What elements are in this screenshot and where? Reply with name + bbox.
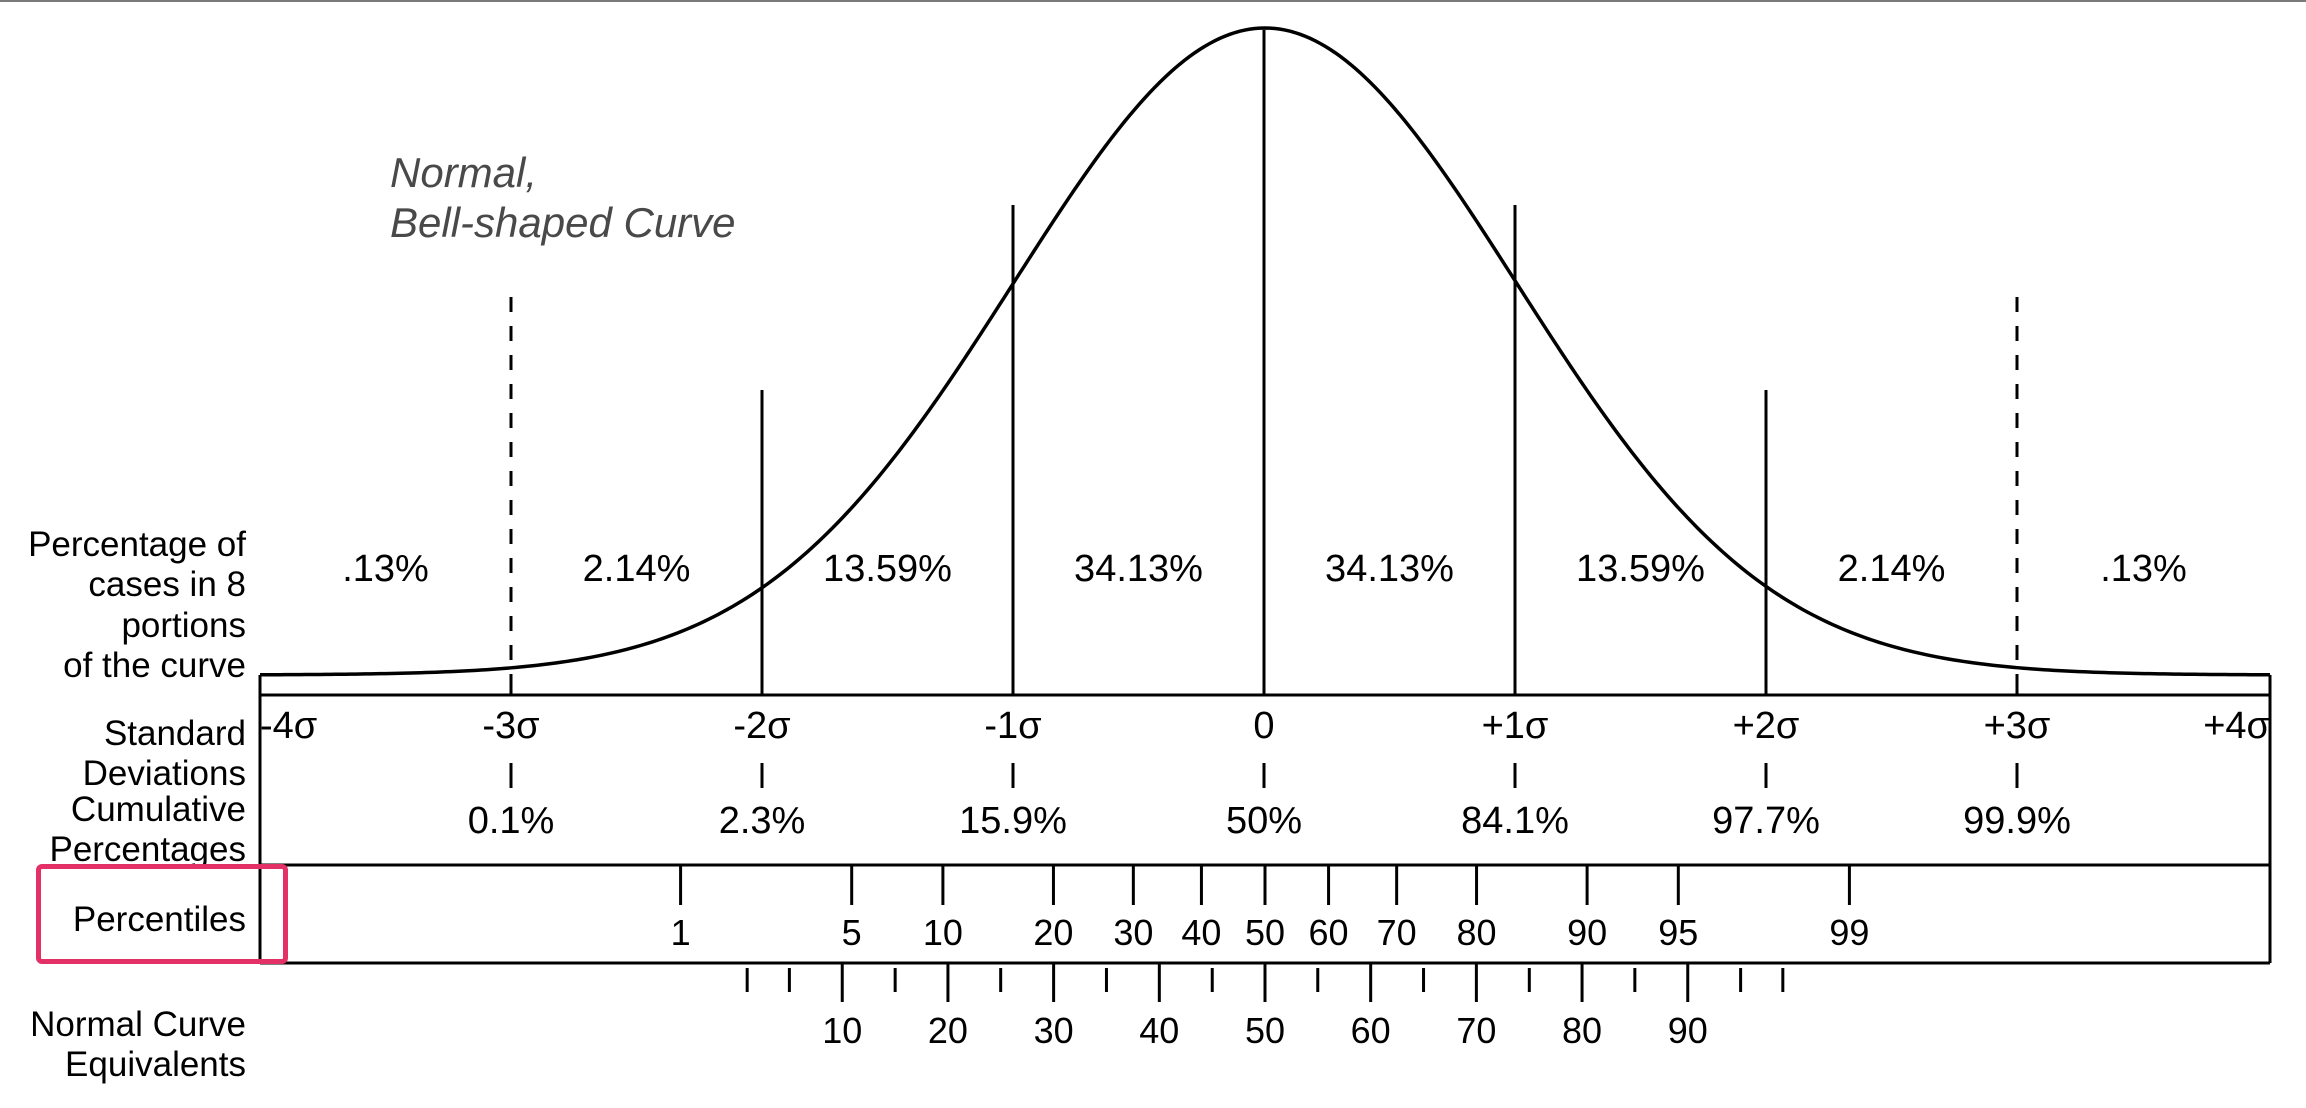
portion-3: 34.13% [1074, 548, 1203, 591]
nce-label-3: 40 [1139, 1010, 1179, 1052]
portion-5: 13.59% [1576, 548, 1705, 591]
nce-label-4: 50 [1245, 1010, 1285, 1052]
cum-label-5: 97.7% [1712, 800, 1820, 843]
diagram-container: Normal, Bell-shaped Curve Percentage of … [0, 0, 2306, 1108]
pct-label-8: 70 [1377, 912, 1417, 954]
cum-label-3: 50% [1226, 800, 1302, 843]
portion-4: 34.13% [1325, 548, 1454, 591]
row-label-nce-l2: Equivalents [65, 1045, 246, 1084]
sd-label-0: -4σ [260, 705, 317, 748]
pct-label-3: 20 [1033, 912, 1073, 954]
portion-0: .13% [342, 548, 429, 591]
portion-2: 13.59% [823, 548, 952, 591]
row-label-nce: Normal Curve Equivalents [0, 1005, 246, 1086]
curve-title-line1: Normal, [390, 149, 537, 196]
pct-label-6: 50 [1245, 912, 1285, 954]
portion-1: 2.14% [583, 548, 691, 591]
nce-label-7: 80 [1562, 1010, 1602, 1052]
pct-label-4: 30 [1113, 912, 1153, 954]
row-label-sd: Standard Deviations [0, 714, 246, 795]
pct-label-9: 80 [1457, 912, 1497, 954]
sd-label-5: +1σ [1482, 705, 1549, 748]
row-label-cum-l1: Cumulative [71, 790, 246, 829]
row-label-portions-l3: of the curve [63, 646, 246, 685]
pct-label-12: 99 [1829, 912, 1869, 954]
sd-label-1: -3σ [482, 705, 539, 748]
nce-label-6: 70 [1456, 1010, 1496, 1052]
pct-label-0: 1 [671, 912, 691, 954]
sd-label-2: -2σ [733, 705, 790, 748]
cum-label-0: 0.1% [468, 800, 555, 843]
nce-label-1: 20 [928, 1010, 968, 1052]
sd-label-4: 0 [1253, 705, 1274, 748]
pct-label-1: 5 [842, 912, 862, 954]
row-label-portions-l1: Percentage of [28, 525, 246, 564]
cum-label-1: 2.3% [719, 800, 806, 843]
pct-label-11: 95 [1658, 912, 1698, 954]
cum-label-2: 15.9% [959, 800, 1067, 843]
curve-title-line2: Bell-shaped Curve [390, 199, 736, 246]
row-label-cumulative: Cumulative Percentages [0, 790, 246, 871]
row-label-portions: Percentage of cases in 8 portions of the… [0, 525, 246, 686]
cum-label-6: 99.9% [1963, 800, 2071, 843]
row-label-portions-l2: cases in 8 portions [88, 565, 246, 644]
pct-label-10: 90 [1567, 912, 1607, 954]
row-label-sd-l1: Standard Deviations [83, 714, 246, 793]
pct-label-5: 40 [1181, 912, 1221, 954]
sd-label-7: +3σ [1984, 705, 2051, 748]
sd-label-6: +2σ [1733, 705, 1800, 748]
nce-label-8: 90 [1668, 1010, 1708, 1052]
pct-label-7: 60 [1309, 912, 1349, 954]
percentiles-highlight [36, 864, 288, 964]
row-label-nce-l1: Normal Curve [30, 1005, 246, 1044]
nce-label-0: 10 [822, 1010, 862, 1052]
sd-label-3: -1σ [984, 705, 1041, 748]
pct-label-2: 10 [923, 912, 963, 954]
nce-label-5: 60 [1351, 1010, 1391, 1052]
curve-title: Normal, Bell-shaped Curve [390, 148, 736, 249]
portion-7: .13% [2100, 548, 2187, 591]
cum-label-4: 84.1% [1461, 800, 1569, 843]
sd-label-8: +4σ [2203, 705, 2270, 748]
nce-label-2: 30 [1034, 1010, 1074, 1052]
portion-6: 2.14% [1838, 548, 1946, 591]
